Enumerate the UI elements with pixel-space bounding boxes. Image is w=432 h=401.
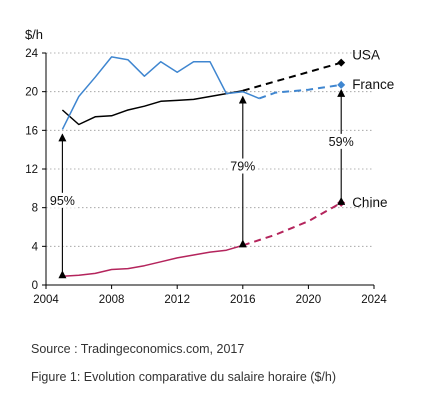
gap-label-0: 95%: [50, 194, 75, 208]
y-tick-label-0: 0: [32, 280, 38, 292]
series-marker-usa: [337, 58, 346, 67]
x-tick-label-2012: 2012: [164, 294, 190, 306]
series-marker-france: [337, 80, 346, 89]
gap-label-2: 59%: [329, 135, 354, 149]
x-tick-label-2016: 2016: [230, 294, 256, 306]
series-line-france: [61, 56, 260, 130]
y-tick-label-16: 16: [25, 125, 38, 137]
y-tick-label-8: 8: [32, 203, 38, 215]
gap-label-bg-1: [228, 158, 257, 174]
gap-label-bg-2: [327, 133, 356, 149]
gap-label-1: 79%: [230, 160, 255, 174]
source-note: Source : Tradingeconomics.com, 2017: [31, 342, 245, 356]
figure-caption: Figure 1: Evolution comparative du salai…: [31, 370, 337, 384]
x-tick-label-2020: 2020: [296, 294, 322, 306]
x-tick-label-2008: 2008: [99, 294, 125, 306]
series-projection-france: [258, 83, 342, 100]
x-tick-label-2004: 2004: [33, 294, 59, 306]
x-tick-label-2024: 2024: [361, 294, 387, 306]
series-label-france: France: [352, 77, 394, 92]
y-tick-label-12: 12: [25, 164, 38, 176]
y-axis-label: $/h: [25, 27, 43, 42]
series-label-usa: USA: [352, 48, 380, 63]
series-projection-usa: [242, 61, 342, 92]
series-projection-chine: [242, 201, 342, 247]
series-label-chine: Chine: [352, 195, 387, 210]
gap-label-bg-0: [48, 192, 77, 208]
series-line-usa: [61, 89, 243, 126]
y-tick-label-4: 4: [32, 241, 39, 253]
series-marker-chine: [337, 198, 346, 207]
y-tick-label-20: 20: [25, 87, 38, 99]
y-tick-label-24: 24: [25, 48, 38, 60]
series-line-chine: [62, 244, 244, 278]
